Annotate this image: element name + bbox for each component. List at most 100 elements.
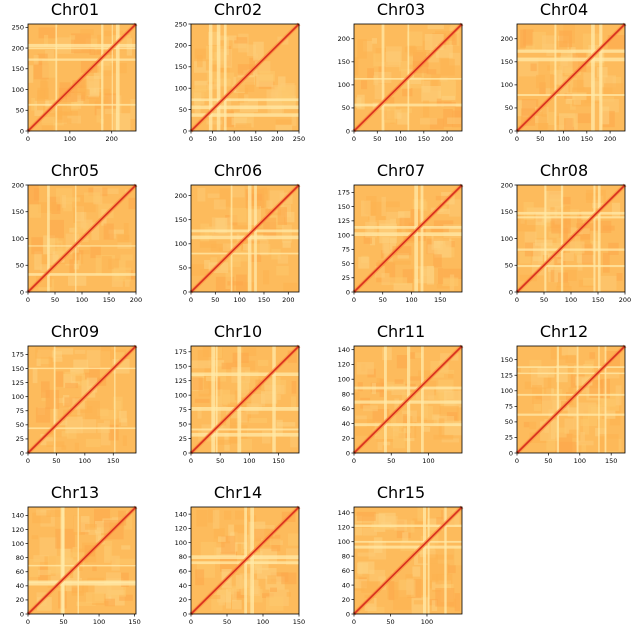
- chart-panel: Chr01 0 100 200 0 50 100 150 200 250: [0, 0, 150, 160]
- x-tick-label: 50: [52, 457, 60, 465]
- y-tick-label: 150: [338, 203, 350, 211]
- chart-title: Chr12: [539, 322, 589, 341]
- y-tick-label: 100: [175, 85, 187, 93]
- y-tick-label: 175: [12, 351, 24, 359]
- y-tick-label: 50: [342, 260, 350, 268]
- y-tick-label: 50: [179, 264, 187, 272]
- diagonal-line: [190, 506, 300, 615]
- heatmap-stripes: [354, 507, 462, 614]
- y-tick-label: 75: [16, 407, 24, 415]
- y-tick-label: 0: [20, 610, 24, 618]
- x-tick-label: 0: [515, 296, 519, 304]
- y-tick-label: 50: [16, 262, 24, 270]
- y-tick-label: 150: [338, 58, 350, 66]
- heatmap-stripes: [517, 24, 625, 131]
- y-tick-label: 175: [338, 189, 350, 197]
- y-tick-label: 100: [501, 387, 513, 395]
- y-tick-label: 60: [179, 568, 187, 576]
- y-tick-label: 0: [346, 449, 350, 457]
- chart-title: Chr01: [50, 0, 100, 19]
- x-tick-label: 150: [107, 457, 119, 465]
- x-tick-label: 100: [257, 618, 269, 626]
- y-tick-label: 80: [342, 390, 350, 398]
- chart-panel: Chr03 0 50 100 150 200 0 50 100 150 200: [326, 0, 476, 160]
- x-tick-label: 150: [250, 135, 262, 143]
- y-tick-label: 0: [183, 127, 187, 135]
- y-tick-label: 140: [175, 510, 187, 518]
- x-tick-label: 150: [434, 296, 446, 304]
- y-tick-label: 0: [20, 449, 24, 457]
- y-tick-label: 200: [338, 35, 350, 43]
- x-tick-label: 100: [394, 135, 406, 143]
- diagonal-line: [27, 506, 137, 615]
- y-tick-label: 80: [342, 552, 350, 560]
- y-tick-label: 250: [175, 20, 187, 28]
- heatmap-chart: 0 50 100 150 0 25 50 75 100 125 150 175: [175, 344, 301, 465]
- x-tick-label: 0: [189, 457, 193, 465]
- x-tick-label: 150: [128, 618, 140, 626]
- axes-frame: [190, 345, 300, 454]
- heatmap-chart: 0 50 100 150 200 0 50 100 150 200: [12, 181, 143, 304]
- y-tick-label: 0: [509, 449, 513, 457]
- y-tick-label: 60: [342, 567, 350, 575]
- y-tick-label: 150: [175, 363, 187, 371]
- x-tick-label: 50: [59, 618, 67, 626]
- heatmap-stripes: [354, 185, 462, 292]
- diagonal-line: [353, 184, 463, 293]
- y-tick-label: 150: [12, 208, 24, 216]
- axes-frame: [516, 345, 626, 454]
- x-tick-label: 50: [544, 457, 552, 465]
- x-tick-label: 50: [536, 135, 544, 143]
- y-tick-label: 0: [183, 449, 187, 457]
- x-tick-label: 150: [581, 135, 593, 143]
- y-tick-label: 60: [16, 568, 24, 576]
- x-tick-label: 50: [211, 296, 219, 304]
- x-tick-label: 200: [441, 135, 453, 143]
- x-tick-label: 50: [387, 457, 395, 465]
- x-tick-label: 50: [379, 296, 387, 304]
- x-tick-label: 150: [272, 457, 284, 465]
- chart-title: Chr10: [213, 322, 263, 341]
- chart-panel: Chr14 0 50 100 150 0 20 40 60 80 100 120 140: [163, 483, 313, 643]
- heatmap-chart: 0 100 200 0 50 100 150 200 250: [12, 22, 138, 143]
- y-tick-label: 75: [505, 403, 513, 411]
- y-tick-label: 50: [505, 104, 513, 112]
- x-tick-label: 0: [26, 296, 30, 304]
- y-tick-label: 150: [12, 65, 24, 73]
- y-tick-label: 100: [12, 540, 24, 548]
- y-tick-label: 140: [12, 512, 24, 520]
- diagonal-line: [353, 23, 463, 132]
- heatmap-chart: 0 50 100 150 0 25 50 75 100 125 150: [501, 344, 627, 465]
- heatmap-chart: 0 50 100 150 0 25 50 75 100 125 150 175: [12, 344, 138, 465]
- x-tick-label: 50: [216, 457, 224, 465]
- x-tick-label: 100: [557, 135, 569, 143]
- axes-frame: [353, 23, 463, 132]
- heatmap-stripes: [28, 346, 136, 453]
- y-tick-label: 150: [501, 208, 513, 216]
- chart-title: Chr09: [50, 322, 100, 341]
- y-tick-label: 150: [12, 365, 24, 373]
- y-tick-label: 200: [12, 44, 24, 52]
- y-tick-label: 140: [338, 509, 350, 517]
- y-tick-label: 150: [501, 356, 513, 364]
- y-tick-label: 100: [175, 240, 187, 248]
- axes-frame: [353, 345, 463, 454]
- y-tick-label: 50: [16, 421, 24, 429]
- x-tick-label: 100: [574, 457, 586, 465]
- diagonal-line: [353, 506, 463, 615]
- y-tick-label: 80: [16, 554, 24, 562]
- diagonal-line: [190, 184, 300, 293]
- y-tick-label: 150: [501, 58, 513, 66]
- y-tick-label: 140: [338, 346, 350, 354]
- axes-frame: [27, 506, 137, 615]
- x-tick-label: 0: [189, 618, 193, 626]
- chart-panel: Chr08 0 50 100 150 200 0 50 100 150 200: [489, 161, 631, 321]
- x-tick-label: 100: [405, 296, 417, 304]
- x-tick-label: 100: [421, 618, 433, 626]
- y-tick-label: 25: [179, 435, 187, 443]
- y-tick-label: 100: [338, 81, 350, 89]
- y-tick-label: 120: [175, 525, 187, 533]
- x-tick-label: 0: [352, 296, 356, 304]
- y-tick-label: 250: [12, 24, 24, 32]
- heatmap-stripes: [191, 24, 299, 131]
